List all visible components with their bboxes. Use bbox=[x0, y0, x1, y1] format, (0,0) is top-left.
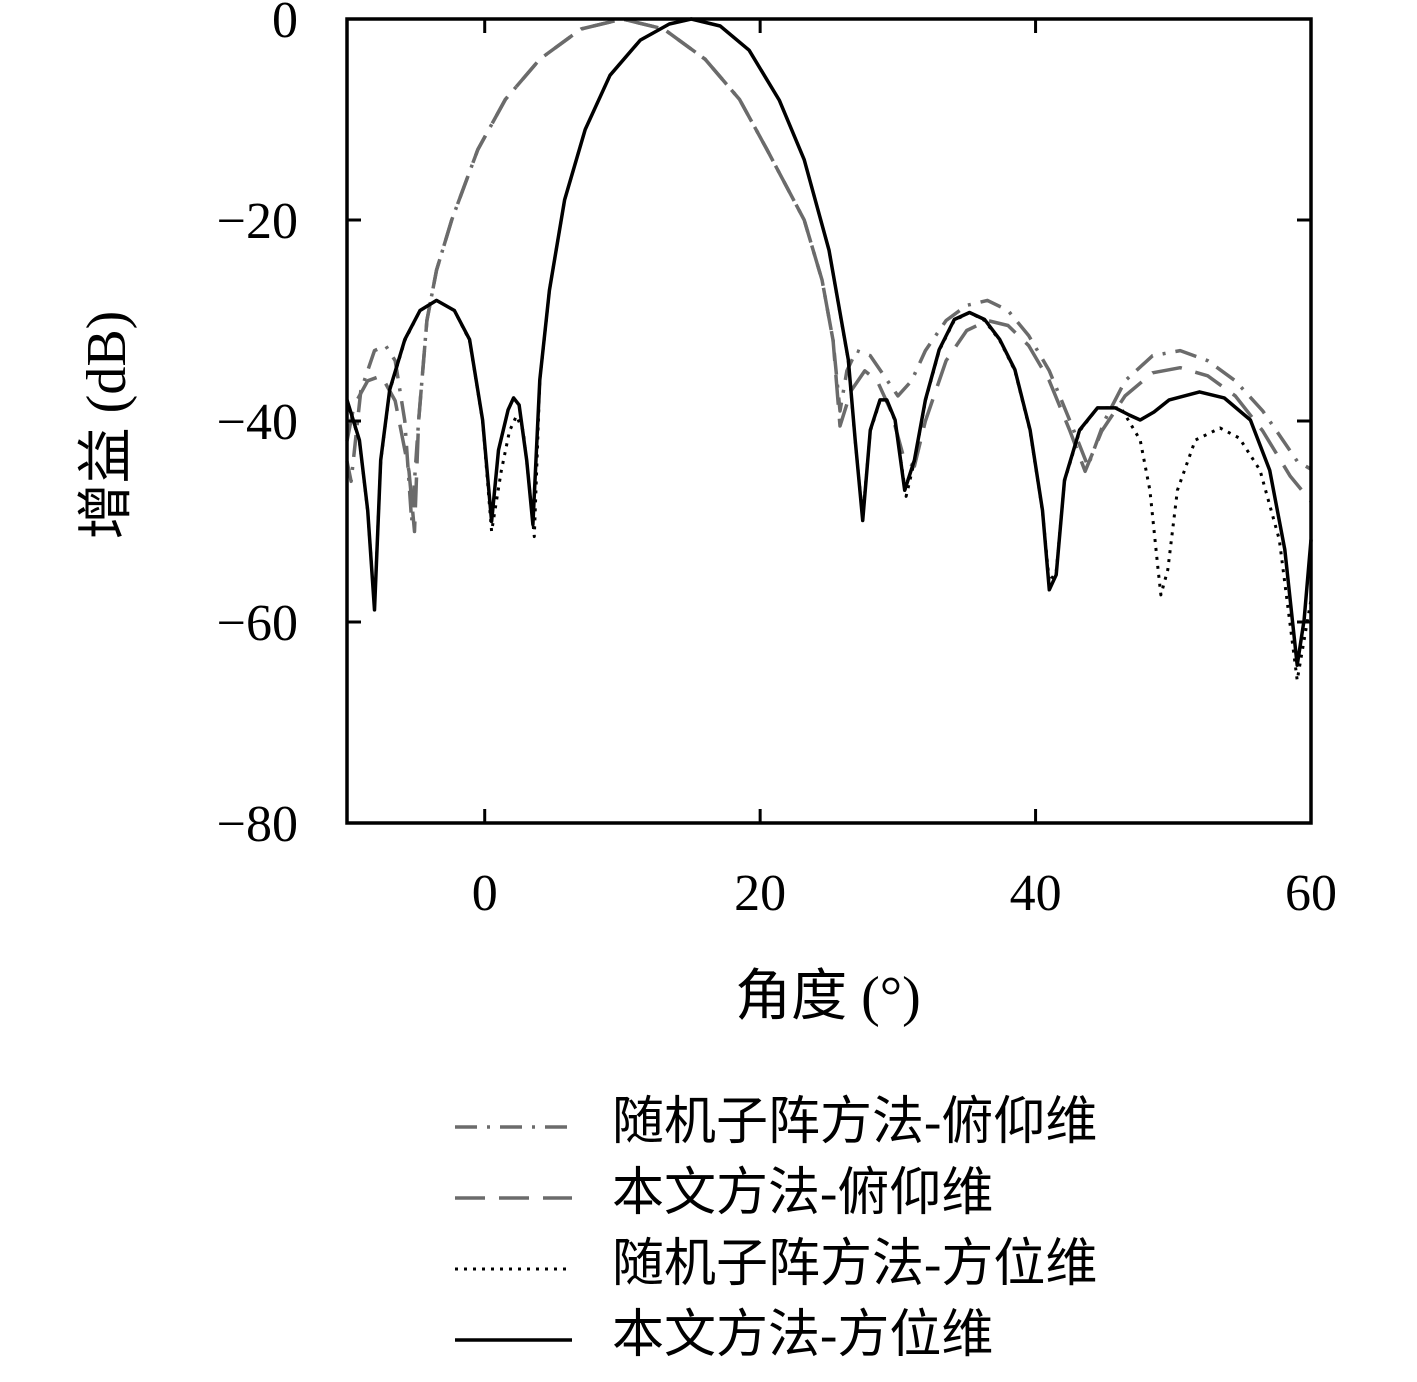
x-tick-label: 60 bbox=[1285, 865, 1337, 922]
plot-frame bbox=[345, 17, 1313, 825]
x-tick-label: 40 bbox=[1010, 865, 1062, 922]
y-tick-label: −80 bbox=[217, 796, 298, 853]
series-line bbox=[345, 17, 1313, 534]
y-tick-label: −20 bbox=[217, 193, 298, 250]
y-tick-label: 0 bbox=[272, 0, 298, 49]
plot-lines bbox=[345, 17, 1313, 682]
series-line bbox=[345, 17, 1312, 524]
series-line bbox=[345, 17, 1313, 667]
series-line bbox=[345, 17, 1313, 682]
x-tick-label: 20 bbox=[734, 865, 786, 922]
x-tick-label: 0 bbox=[472, 865, 498, 922]
y-tick-label: −40 bbox=[217, 394, 298, 451]
y-axis-label: 增益 (dB) bbox=[76, 311, 138, 540]
y-tick-label: −60 bbox=[217, 595, 298, 652]
legend-label: 本文方法-方位维 bbox=[612, 1307, 993, 1364]
legend-label: 本文方法-俯仰维 bbox=[612, 1165, 993, 1222]
x-axis-label: 角度 (°) bbox=[735, 966, 921, 1028]
legend-label: 随机子阵方法-俯仰维 bbox=[612, 1094, 1097, 1151]
legend-label: 随机子阵方法-方位维 bbox=[612, 1236, 1097, 1293]
